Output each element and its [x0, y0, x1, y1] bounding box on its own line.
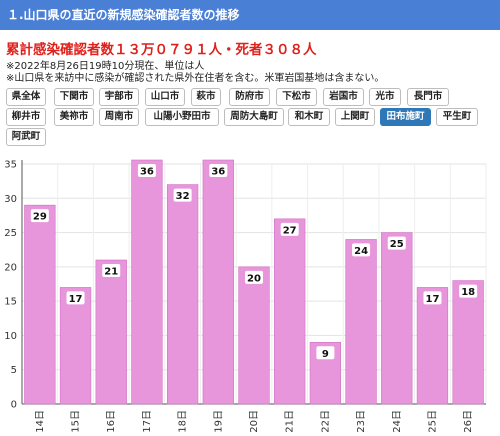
data-label-bg — [102, 264, 121, 277]
page-header: １.山口県の直近の新規感染確認者数の推移 — [0, 0, 500, 30]
y-tick-label: 5 — [11, 365, 17, 376]
y-tick-label: 35 — [4, 160, 17, 171]
data-label-bg — [30, 209, 49, 223]
data-label: 17 — [426, 294, 440, 305]
x-tick-label: 23日 — [356, 410, 367, 433]
data-label: 29 — [33, 212, 47, 223]
region-button[interactable]: 柳井市 — [6, 108, 46, 126]
data-label: 21 — [104, 267, 118, 278]
data-label-bg — [245, 270, 263, 284]
bar — [166, 184, 199, 405]
data-label: 27 — [283, 225, 297, 236]
bar — [202, 159, 234, 405]
region-button[interactable]: 下関市 — [54, 88, 94, 106]
data-label-bg — [280, 222, 299, 236]
x-tick-label: 21日 — [285, 410, 296, 433]
region-button-selected[interactable]: 田布施町 — [380, 108, 431, 126]
data-label-bg — [352, 243, 371, 257]
data-label: 17 — [69, 294, 83, 305]
x-tick-label: 22日 — [320, 410, 331, 433]
bar — [24, 204, 56, 405]
y-tick-label: 0 — [11, 400, 17, 411]
region-button[interactable]: 周南市 — [99, 108, 139, 126]
note-scope: ※山口県を来訪中に感染が確認された県外在住者を含む。米軍岩国基地は含まない。 — [6, 73, 385, 84]
y-tick-label: 25 — [4, 228, 17, 239]
x-tick-label: 18日 — [178, 410, 189, 433]
note-timestamp: ※2022年8月26日19時10分現在、単位は人 — [6, 61, 205, 72]
bar — [452, 280, 484, 405]
x-tick-label: 17日 — [142, 410, 153, 433]
bar — [238, 266, 270, 405]
region-button[interactable]: 宇部市 — [99, 88, 139, 106]
x-tick-label: 14日 — [35, 410, 46, 433]
x-tick-label: 25日 — [427, 410, 438, 433]
data-label-bg — [137, 164, 156, 177]
region-button[interactable]: 下松市 — [276, 88, 317, 106]
data-label: 36 — [211, 167, 225, 178]
bar — [59, 287, 92, 405]
y-tick-label: 30 — [4, 194, 17, 205]
data-label: 24 — [354, 246, 368, 257]
region-button[interactable]: 岩国市 — [323, 88, 364, 106]
data-label-bg — [387, 236, 406, 250]
region-button[interactable]: 和木町 — [288, 108, 330, 126]
region-button[interactable]: 山口市 — [145, 88, 185, 106]
data-label: 20 — [247, 273, 261, 284]
data-label-bg — [173, 188, 192, 202]
region-button[interactable]: 長門市 — [407, 88, 449, 106]
x-tick-label: 19日 — [213, 410, 224, 433]
y-tick-label: 15 — [4, 297, 17, 308]
region-button[interactable]: 上関町 — [335, 108, 375, 126]
cumulative-summary: 累計感染確認者数１３万０７９１人・死者３０８人 — [6, 42, 317, 58]
bar — [131, 159, 163, 405]
data-label-bg — [209, 164, 228, 177]
region-button[interactable]: 阿武町 — [6, 128, 46, 146]
region-button[interactable]: 県全体 — [6, 88, 46, 106]
bar — [381, 232, 413, 405]
region-button[interactable]: 周防大島町 — [224, 108, 284, 126]
y-tick-label: 20 — [4, 262, 17, 273]
x-tick-label: 26日 — [463, 410, 474, 433]
data-label-bg — [316, 346, 335, 360]
region-button[interactable]: 山陽小野田市 — [145, 108, 219, 126]
region-button[interactable]: 光市 — [369, 88, 401, 106]
y-tick-label: 10 — [4, 331, 17, 342]
data-label: 9 — [322, 349, 329, 360]
data-label-bg — [423, 291, 442, 305]
x-tick-label: 16日 — [106, 410, 117, 433]
data-label: 25 — [390, 239, 404, 250]
bar — [345, 239, 377, 405]
data-label-bg — [66, 291, 85, 305]
data-label-bg — [459, 284, 478, 298]
data-label: 18 — [461, 287, 475, 298]
region-button[interactable]: 萩市 — [191, 88, 221, 106]
bar — [274, 218, 306, 405]
region-button[interactable]: 防府市 — [229, 88, 270, 106]
x-tick-label: 20日 — [249, 410, 260, 433]
data-label: 36 — [140, 167, 154, 178]
bar — [416, 287, 449, 405]
x-tick-label: 24日 — [392, 410, 403, 433]
bar — [95, 259, 127, 405]
x-tick-label: 15日 — [71, 410, 82, 433]
data-label: 32 — [176, 191, 190, 202]
bar — [309, 341, 342, 405]
region-button[interactable]: 平生町 — [436, 108, 478, 126]
region-button[interactable]: 美祢市 — [54, 108, 94, 126]
